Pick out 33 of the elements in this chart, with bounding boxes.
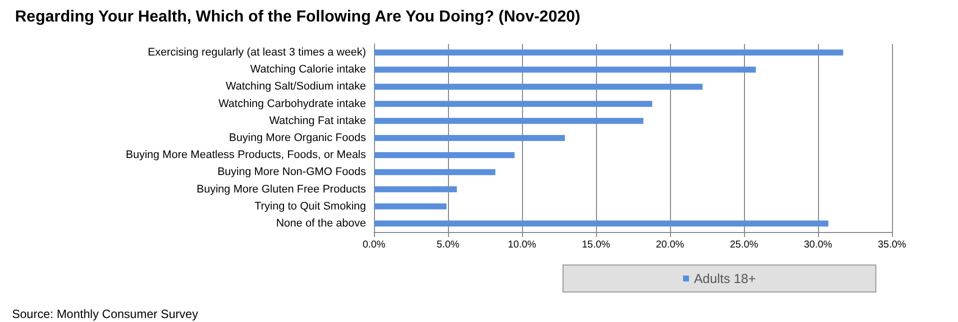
x-tick-label: 25.0% [730, 240, 758, 250]
bar [374, 203, 447, 210]
bar [374, 118, 644, 124]
y-tick-label: Buying More Organic Foods [229, 132, 366, 144]
chart-title: Regarding Your Health, Which of the Following Are You Doing? (Nov-2020) [15, 8, 580, 26]
bar [374, 186, 457, 192]
bar [374, 152, 515, 158]
x-tick-label: 0.0% [362, 240, 386, 250]
y-tick-label: Buying More Gluten Free Products [196, 183, 366, 196]
x-tick-label: 35.0% [878, 240, 906, 250]
x-tick-label: 10.0% [508, 240, 536, 250]
bar [374, 220, 828, 226]
bar [374, 100, 652, 107]
x-tick-label: 5.0% [436, 240, 460, 250]
bar [374, 50, 844, 56]
x-tick-label: 20.0% [656, 240, 684, 250]
y-tick-label: Exercising regularly (at least 3 times a week) [148, 46, 366, 59]
y-tick-label: Buying More Non-GMO Foods [217, 166, 366, 178]
bar [374, 135, 565, 141]
y-tick-label: Watching Carbohydrate intake [218, 98, 366, 110]
y-tick-label: Watching Fat intake [269, 114, 366, 127]
y-tick-label: Trying to Quit Smoking [254, 200, 366, 212]
bar [374, 84, 703, 90]
y-tick-label: None of the above [276, 217, 366, 230]
x-tick-label: 30.0% [804, 240, 832, 250]
y-tick-label: Buying More Meatless Products, Foods, or Meals [126, 149, 366, 162]
bar [374, 169, 496, 176]
y-tick-label: Watching Calorie intake [250, 64, 366, 76]
legend-label: Adults 18+ [694, 271, 756, 286]
y-tick-label: Watching Salt/Sodium intake [226, 80, 366, 93]
source-note: Source: Monthly Consumer Survey [12, 307, 198, 321]
bar [374, 66, 756, 73]
x-tick-label: 15.0% [582, 240, 610, 250]
